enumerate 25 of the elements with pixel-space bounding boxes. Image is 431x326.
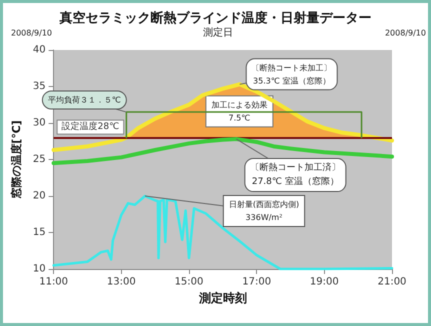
y-tick-label: 10 xyxy=(32,264,46,274)
x-tick-label: 21:00 xyxy=(378,276,406,288)
x-tick-label: 13:00 xyxy=(106,276,136,288)
annotation: 日射量(西面窓内側) 336W/m² xyxy=(228,200,300,222)
y-tick-label: 20 xyxy=(32,190,46,202)
ref-line-label: 設定温度28℃ xyxy=(62,121,120,132)
text: 測定日 xyxy=(203,26,233,38)
y-tick-label: 30 xyxy=(32,118,46,128)
x-tick-label: 15:00 xyxy=(174,276,204,288)
y-tick-label: 35 xyxy=(32,81,46,92)
text: 2008/9/10 xyxy=(11,28,52,38)
y-tick-label: 40 xyxy=(32,44,46,56)
x-axis-title: 測定時刻 xyxy=(198,290,247,305)
annotation: 加工による効果 7.5℃ xyxy=(211,100,268,122)
x-tick-label: 17:00 xyxy=(242,276,272,288)
y-axis-title: 窓際の温度[℃] xyxy=(10,120,23,199)
y-tick-label: 15 xyxy=(32,227,46,238)
annotation: 〔断熱コート加工済〕 27.8℃ 室温（窓際） xyxy=(250,162,340,188)
annotation: 平均負荷３１．５℃ xyxy=(48,96,121,105)
x-tick-label: 11:00 xyxy=(39,276,68,288)
chart-title: 真空セラミック断熱ブラインド温度・日射量データー xyxy=(58,10,372,26)
x-tick-label: 19:00 xyxy=(310,276,339,288)
y-tick-label: 25 xyxy=(32,154,46,165)
annotation: 〔断熱コート未加工〕 35.3℃ 室温（窓際） xyxy=(252,63,332,86)
text: 2008/9/10 xyxy=(384,28,426,38)
